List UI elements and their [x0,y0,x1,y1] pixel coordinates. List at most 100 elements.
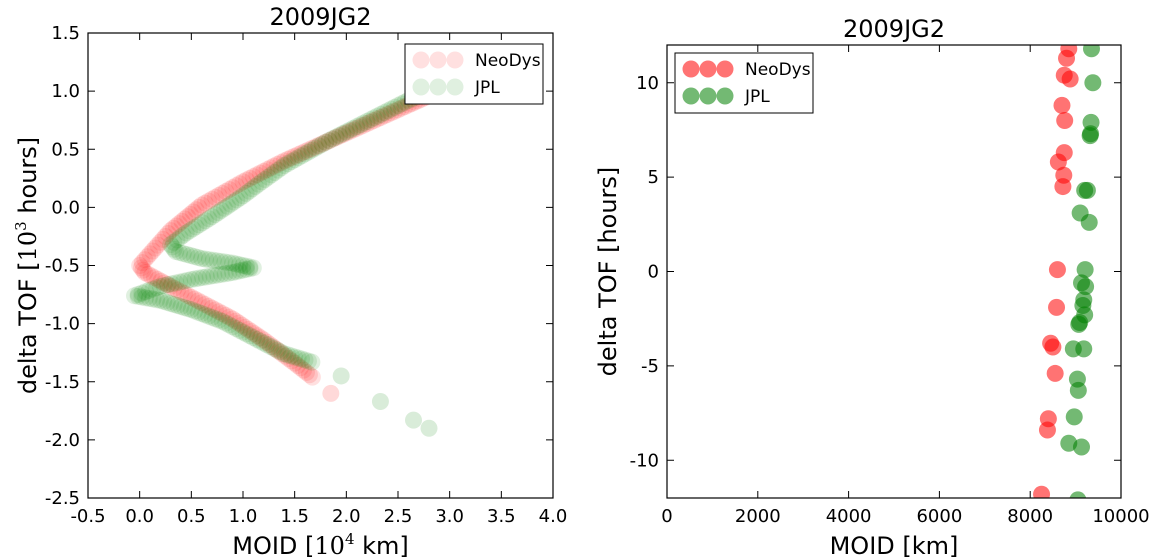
jpl-point [220,316,238,334]
jpl-point [186,302,204,320]
jpl-point [216,253,234,271]
jpl-point [167,274,185,292]
jpl-point [185,248,203,266]
x-tick-label: 0.5 [177,506,206,527]
jpl-point [129,287,147,305]
neodys-point [136,251,154,269]
jpl-point [246,177,264,195]
y-tick-label: -2.5 [45,488,80,509]
neodys-point [217,182,235,200]
neodys-point [289,146,307,164]
jpl-point [330,126,348,144]
jpl-point [155,277,173,295]
jpl-point [212,265,230,283]
jpl-point [178,271,196,289]
neodys-point [213,184,231,202]
jpl-point [140,289,158,307]
neodys-point [297,363,315,381]
neodys-point [244,168,262,186]
neodys-point [167,217,185,235]
neodys-point [1048,261,1066,279]
neodys-point [300,366,318,384]
jpl-point [171,229,189,247]
neodys-point [132,259,150,277]
legend-neodys-marker [716,60,734,78]
jpl-point [197,268,215,286]
jpl-point [165,240,183,258]
jpl-point [168,231,186,249]
neodys-point [282,149,300,167]
neodys-point [217,306,235,324]
jpl-point [324,130,342,148]
neodys-point [200,297,218,315]
left-chart-legend: NeoDys JPL [404,43,544,105]
neodys-point [151,233,169,251]
jpl-point [1071,313,1089,331]
y-tick-label: -1.0 [45,314,80,335]
jpl-point [299,143,317,161]
y-tick-label: 0.0 [51,197,80,218]
neodys-point [200,192,218,210]
neodys-point [190,198,208,216]
y-tick-label: 0 [648,262,659,283]
neodys-point [386,102,404,120]
jpl-point [293,350,311,368]
neodys-point [279,350,297,367]
jpl-point [129,285,147,303]
jpl-point [334,125,352,143]
jpl-point [265,339,283,357]
x-tick-label: 3.0 [435,506,464,527]
neodys-point [1048,298,1066,316]
neodys-point [1053,96,1071,114]
neodys-point [251,164,269,182]
neodys-point [224,310,242,328]
legend-neodys-label: NeoDys [475,51,541,71]
neodys-point [172,283,190,301]
jpl-point [1065,408,1083,426]
neodys-point [210,303,228,321]
left-chart: -0.5 0.0 0.5 1.0 1.5 2.0 2.5 3.0 3.5 4.0 -2.5 -2.0 -… [12,3,567,560]
jpl-point [193,250,211,268]
jpl-point [133,288,151,306]
neodys-point [375,107,393,125]
jpl-point [355,114,373,132]
neodys-point [272,154,290,172]
jpl-point [1077,278,1095,296]
neodys-point [279,150,297,168]
neodys-point [159,225,177,243]
jpl-point [405,411,422,429]
jpl-point [272,159,290,177]
neodys-point [149,236,167,254]
jpl-point [244,259,262,277]
neodys-point [337,124,355,142]
jpl-point [186,270,204,288]
jpl-point [163,275,181,293]
neodys-point [138,248,156,266]
neodys-point [196,194,214,212]
jpl-point [215,199,233,217]
left-chart-plot-area [126,76,453,437]
neodys-point [310,136,328,154]
jpl-point [327,128,345,146]
jpl-point [220,264,238,282]
x-tick-label: 0 [661,506,672,527]
jpl-point [206,310,224,328]
jpl-point [375,104,393,122]
jpl-point [289,349,307,367]
y-tick-label: 1.0 [51,81,80,102]
neodys-point [258,161,276,179]
jpl-point [240,182,258,200]
jpl-point [217,314,235,332]
jpl-point [310,137,328,155]
jpl-point [231,321,249,339]
jpl-point [126,287,143,305]
neodys-point [170,215,188,233]
jpl-point [386,98,404,116]
x-tick-label: 8000 [1007,506,1053,527]
neodys-point [1054,178,1072,196]
neodys-point [255,162,273,180]
jpl-point [289,149,307,167]
jpl-point [269,161,287,179]
neodys-point [141,245,159,263]
